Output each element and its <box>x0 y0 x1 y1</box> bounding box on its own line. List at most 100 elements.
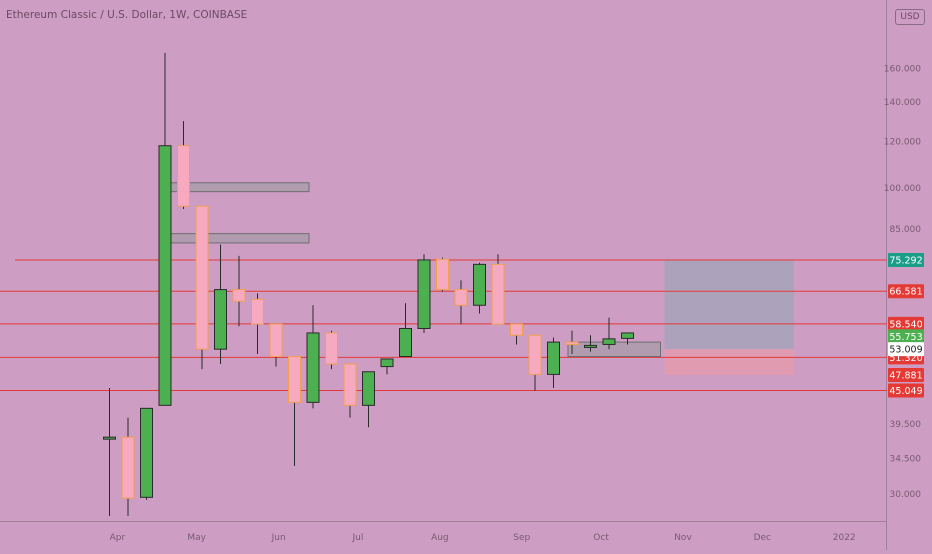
target-zone <box>664 259 794 350</box>
candle-body <box>251 298 264 325</box>
bullish-candle <box>214 244 227 365</box>
time-tick-label: 2022 <box>833 533 856 543</box>
price-tick-label: 85.000 <box>890 225 922 235</box>
bearish-candle <box>288 356 301 466</box>
bearish-candle <box>195 205 209 370</box>
candle-body <box>584 344 597 348</box>
price-badge-bg <box>888 316 924 331</box>
price-badge-label: 47.881 <box>889 371 922 382</box>
bullish-candle <box>362 371 375 428</box>
time-tick-label: Aug <box>431 533 449 543</box>
price-badge-bg <box>888 383 924 398</box>
price-badge-bg <box>888 342 924 357</box>
candle-body <box>380 358 394 368</box>
time-tick-label: Jul <box>351 533 363 543</box>
bearish-candle <box>528 334 542 391</box>
stop-zone <box>664 349 794 376</box>
candle-body <box>232 289 246 302</box>
price-badge: 75.292 <box>888 252 924 267</box>
price-badge-bg <box>888 284 924 299</box>
bullish-candle <box>103 387 116 517</box>
candle-body <box>510 323 523 336</box>
time-tick-label: May <box>187 533 206 543</box>
candle-body <box>177 145 190 207</box>
bullish-candle <box>306 305 320 409</box>
annotation-box <box>160 233 310 244</box>
candle-body <box>565 341 579 345</box>
time-tick-label: Dec <box>754 533 771 543</box>
bullish-candle <box>547 337 560 388</box>
bullish-candle <box>584 335 597 352</box>
candle-body <box>491 263 505 325</box>
time-tick-label: Nov <box>674 533 692 543</box>
price-badge-label: 55.753 <box>889 332 922 343</box>
bearish-candle <box>510 323 523 345</box>
price-badge-label: 45.049 <box>889 386 922 397</box>
candle-body <box>621 332 634 339</box>
bearish-candle <box>269 323 283 367</box>
bearish-candle <box>121 417 135 517</box>
bearish-candle <box>436 257 449 292</box>
candle-body <box>528 334 542 375</box>
price-badge: 53.009 <box>888 342 924 357</box>
candle-body <box>195 205 209 350</box>
candle-body <box>417 259 431 329</box>
bullish-candle <box>380 358 394 375</box>
bearish-candle <box>565 330 579 355</box>
candle-body <box>214 289 227 350</box>
bearish-candle <box>232 255 246 327</box>
price-badge: 55.753 <box>888 329 924 344</box>
bearish-candle <box>454 280 468 325</box>
time-tick-label: Oct <box>593 533 609 543</box>
symbol-title: Ethereum Classic / U.S. Dollar, 1W, COIN… <box>6 9 248 21</box>
bearish-candle <box>177 121 190 209</box>
time-tick-label: Apr <box>110 533 126 543</box>
candle-body <box>269 323 283 358</box>
price-tick-label: 160.000 <box>884 64 921 74</box>
candle-body <box>121 436 135 499</box>
bullish-candle <box>140 407 153 500</box>
candle-body <box>454 289 468 306</box>
price-tick-label: 100.000 <box>884 184 921 194</box>
price-badge-label: 66.581 <box>889 287 922 298</box>
time-tick-label: Jun <box>271 533 286 543</box>
candle-body <box>158 145 172 406</box>
price-badge-bg <box>888 252 924 267</box>
price-badge-bg <box>888 368 924 383</box>
time-tick-label: Sep <box>513 533 530 543</box>
price-badge: 66.581 <box>888 284 924 299</box>
candle-body <box>306 332 320 403</box>
candle-body <box>602 338 616 345</box>
price-tick-label: 34.500 <box>890 454 922 464</box>
bullish-candle <box>158 52 172 406</box>
candle-body <box>343 363 357 406</box>
candle-body <box>547 341 560 375</box>
price-tick-label: 30.000 <box>890 490 922 500</box>
bearish-candle <box>343 363 357 418</box>
candle-body <box>140 407 153 498</box>
price-badge-label: 51.320 <box>889 353 922 364</box>
price-badge-bg <box>888 329 924 344</box>
price-badge-label: 53.009 <box>889 345 922 356</box>
bullish-candle <box>399 303 412 358</box>
price-axis-bg <box>887 0 932 550</box>
candle-body <box>436 258 449 291</box>
price-tick-label: 120.000 <box>884 137 921 147</box>
currency-button[interactable]: USD <box>895 9 925 25</box>
candle-body <box>103 436 116 440</box>
candle-body <box>473 263 486 306</box>
bearish-candle <box>325 330 338 370</box>
price-badge-label: 58.540 <box>889 319 922 330</box>
candle-body <box>362 371 375 406</box>
bearish-candle <box>491 254 505 325</box>
bullish-candle <box>473 262 486 314</box>
candle-body <box>399 327 412 358</box>
price-tick-label: 140.000 <box>884 98 921 108</box>
price-badge: 58.540 <box>888 316 924 331</box>
price-tick-label: 39.500 <box>890 420 922 430</box>
price-badge: 45.049 <box>888 383 924 398</box>
bullish-candle <box>417 254 431 333</box>
bullish-candle <box>602 317 616 350</box>
